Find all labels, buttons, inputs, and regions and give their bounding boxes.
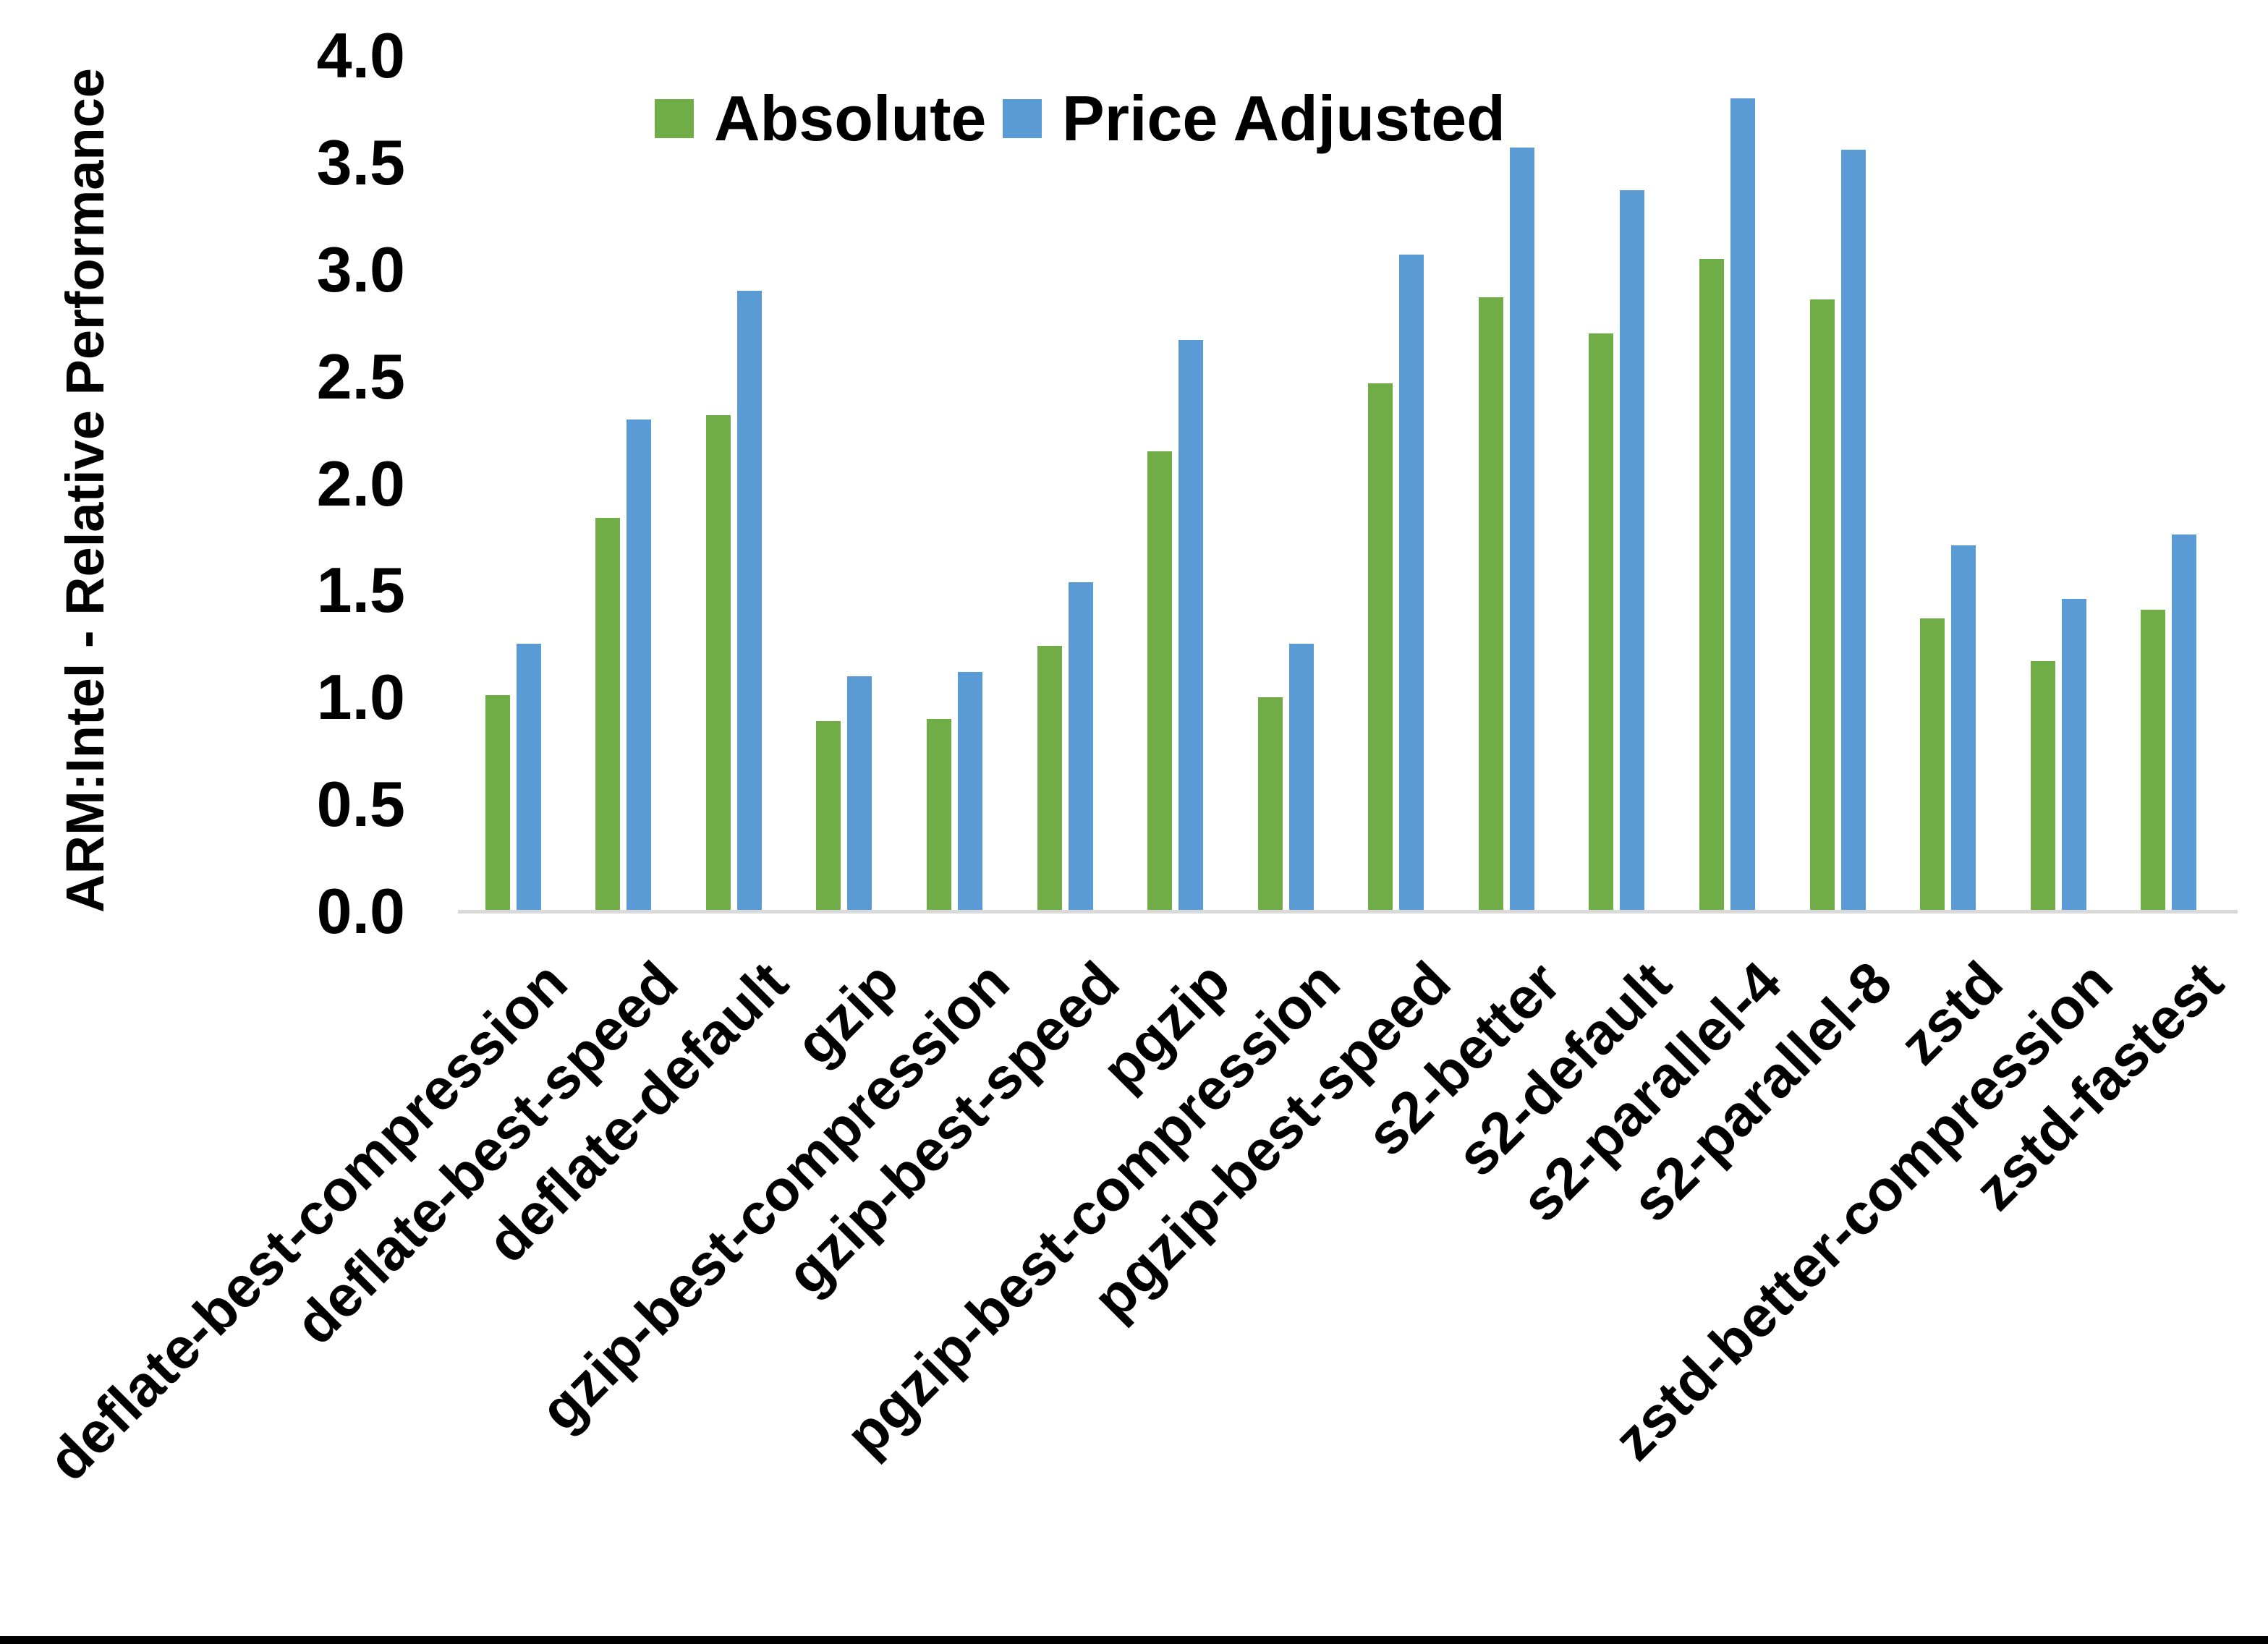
bar-price-adjusted	[1288, 644, 1314, 911]
bar-group	[2003, 56, 2114, 911]
bar-group	[1231, 56, 1341, 911]
bar-group	[569, 56, 679, 911]
y-tick-label: 2.5	[316, 340, 405, 412]
legend: Absolute Price Adjusted	[0, 75, 2268, 162]
bar-price-adjusted	[1620, 190, 1645, 911]
bar-group	[1893, 56, 2003, 911]
bar-group	[1120, 56, 1231, 911]
bottom-border	[0, 1636, 2268, 1644]
y-tick-label: 2.0	[316, 447, 405, 519]
bar-absolute	[595, 517, 621, 911]
bar-price-adjusted	[1068, 582, 1093, 911]
bar-absolute	[485, 695, 510, 911]
bar-absolute	[705, 414, 731, 911]
bar-price-adjusted	[516, 644, 541, 911]
y-tick-label: 0.5	[316, 768, 405, 840]
bar-absolute	[1257, 697, 1283, 911]
bar-price-adjusted	[1730, 98, 1755, 911]
bar-price-adjusted	[1178, 340, 1204, 911]
bar-absolute	[1037, 646, 1062, 911]
y-tick-label: 4.0	[316, 20, 405, 91]
y-tick-label: 1.5	[316, 554, 405, 626]
bar-absolute	[1589, 333, 1614, 911]
bar-group	[1672, 56, 1783, 911]
bar-price-adjusted	[1840, 150, 1866, 911]
bar-absolute	[927, 718, 952, 911]
bar-absolute	[2141, 610, 2166, 911]
bar-absolute	[1920, 618, 1945, 911]
legend-label-price-adjusted: Price Adjusted	[1062, 82, 1505, 154]
bar-group	[1783, 56, 1893, 911]
bar-price-adjusted	[736, 291, 762, 911]
y-tick-label: 3.5	[316, 126, 405, 198]
bar-group	[789, 56, 900, 911]
bar-group	[679, 56, 789, 911]
bar-group	[2113, 56, 2224, 911]
bar-group	[899, 56, 1010, 911]
bar-group	[1010, 56, 1121, 911]
bar-price-adjusted	[958, 671, 983, 911]
bar-group	[1451, 56, 1562, 911]
bar-price-adjusted	[847, 676, 872, 911]
bar-price-adjusted	[1399, 255, 1424, 911]
bar-absolute	[2030, 660, 2055, 911]
bar-price-adjusted	[627, 419, 652, 911]
legend-item-price-adjusted: Price Adjusted	[1003, 75, 1505, 162]
bar-price-adjusted	[2172, 534, 2197, 911]
legend-swatch-price-adjusted	[1003, 99, 1042, 138]
bar-absolute	[816, 720, 841, 911]
bar-absolute	[1368, 383, 1393, 911]
x-axis-line	[458, 910, 2238, 913]
legend-item-absolute: Absolute	[655, 75, 986, 162]
bar-group	[458, 56, 569, 911]
bar-group	[1562, 56, 1673, 911]
y-tick-label: 0.0	[316, 875, 405, 947]
bar-price-adjusted	[1509, 148, 1534, 911]
bar-absolute	[1809, 299, 1835, 911]
y-tick-label: 3.0	[316, 233, 405, 305]
bar-absolute	[1147, 451, 1173, 911]
bar-absolute	[1699, 258, 1724, 911]
plot-area	[458, 56, 2224, 911]
legend-label-absolute: Absolute	[714, 82, 987, 154]
bar-group	[1341, 56, 1452, 911]
bar-price-adjusted	[2061, 599, 2086, 911]
legend-swatch-absolute	[655, 99, 694, 138]
y-tick-label: 1.0	[316, 661, 405, 733]
bar-price-adjusted	[1951, 545, 1976, 911]
bar-absolute	[1478, 297, 1503, 911]
